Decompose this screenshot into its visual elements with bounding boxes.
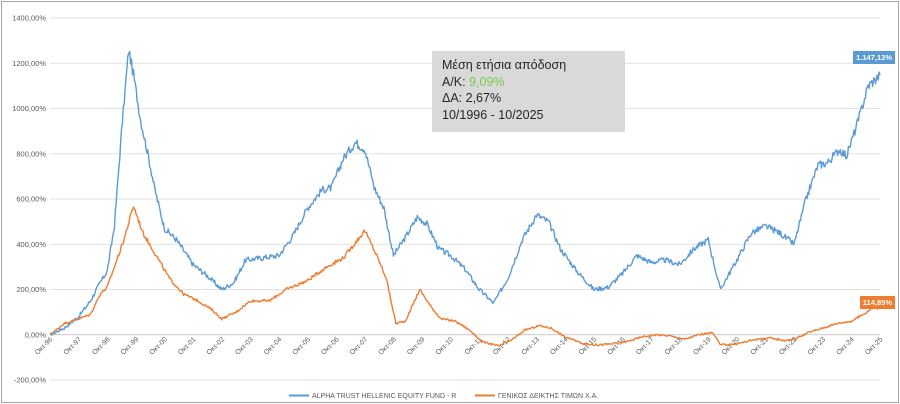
x-tick-label: Οκτ-06: [320, 336, 340, 356]
x-tick-label: Οκτ-23: [807, 336, 827, 356]
x-tick-label: Οκτ-11: [464, 336, 484, 356]
y-tick-label: 1000,00%: [12, 104, 46, 113]
x-tick-label: Οκτ-14: [549, 336, 569, 356]
info-fund-label: Α/Κ:: [442, 74, 470, 89]
y-axis-ticks: -200,00% 0,00% 200,00% 400,00% 600,00% 800,00…: [12, 14, 46, 385]
x-tick-label: Οκτ-16: [606, 336, 626, 356]
x-tick-label: Οκτ-99: [120, 336, 140, 356]
fund-end-value-label: 1.147,13%: [853, 51, 895, 65]
x-tick-label: Οκτ-98: [91, 336, 111, 356]
legend: ALPHA TRUST HELLENIC EQUITY FUND - R ΓΕΝ…: [289, 393, 598, 400]
info-index-line: ΔΑ: 2,67%: [442, 91, 502, 105]
y-tick-label: 800,00%: [16, 149, 46, 158]
info-fund-line: Α/Κ: 9,09%: [442, 74, 625, 91]
legend-label-fund: ALPHA TRUST HELLENIC EQUITY FUND - R: [312, 393, 456, 400]
x-tick-label: Οκτ-05: [292, 336, 312, 356]
y-tick-label: -200,00%: [14, 376, 46, 385]
info-fund-value: 9,09%: [469, 74, 505, 89]
average-return-box: Μέση ετήσια απόδοση Α/Κ: 9,09% ΔΑ: 2,67%…: [432, 51, 625, 132]
x-tick-label: Οκτ-97: [63, 336, 83, 356]
x-tick-label: Οκτ-01: [177, 336, 197, 356]
x-tick-label: Οκτ-09: [406, 336, 426, 356]
legend-label-index: ΓΕΝΙΚΟΣ ΔΕΙΚΤΗΣ ΤΙΜΩΝ Χ.Α.: [498, 393, 598, 400]
x-tick-label: Οκτ-10: [435, 336, 455, 356]
y-tick-label: 600,00%: [16, 195, 46, 204]
gridlines: [50, 17, 880, 381]
x-tick-label: Οκτ-00: [149, 336, 169, 356]
x-tick-label: Οκτ-02: [206, 336, 226, 356]
series-line-fund: [49, 50, 881, 336]
x-tick-label: Οκτ-13: [521, 336, 541, 356]
series-lines: [49, 50, 881, 347]
y-tick-label: 1200,00%: [12, 59, 46, 68]
info-title: Μέση ετήσια απόδοση: [442, 58, 567, 72]
x-tick-label: Οκτ-17: [635, 336, 655, 356]
x-tick-label: Οκτ-25: [864, 336, 884, 356]
x-tick-label: Οκτ-20: [721, 336, 741, 356]
y-tick-label: 0,00%: [25, 330, 47, 339]
x-tick-label: Οκτ-15: [578, 336, 598, 356]
x-tick-label: Οκτ-12: [492, 336, 512, 356]
x-tick-label: Οκτ-19: [692, 336, 712, 356]
x-tick-label: Οκτ-04: [263, 336, 283, 356]
index-end-value-label: 114,85%: [859, 295, 895, 309]
x-tick-label: Οκτ-07: [349, 336, 369, 356]
x-tick-label: Οκτ-03: [234, 336, 254, 356]
y-tick-label: 200,00%: [16, 285, 46, 294]
info-period: 10/1996 - 10/2025: [442, 107, 544, 122]
x-tick-label: Οκτ-24: [835, 336, 855, 356]
x-tick-label: Οκτ-08: [377, 336, 397, 356]
y-tick-label: 400,00%: [16, 240, 46, 249]
y-tick-label: 1400,00%: [12, 14, 46, 23]
series-line-index: [49, 206, 881, 347]
